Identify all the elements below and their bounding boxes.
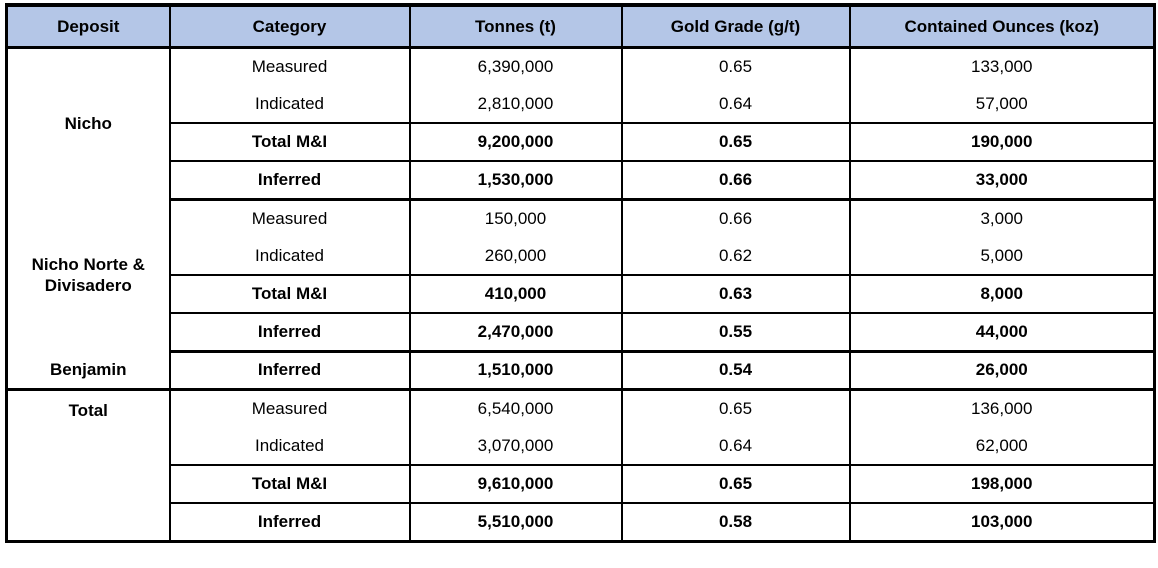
ounces-cell: 190,000: [848, 123, 1156, 162]
tonnes-cell: 6,540,000: [408, 389, 623, 427]
ounces-cell: 26,000: [848, 351, 1156, 391]
grade-cell: 0.66: [620, 199, 851, 237]
category-cell: Inferred: [168, 161, 411, 201]
column-header-contained-ounces: Contained Ounces (koz): [848, 5, 1156, 49]
category-cell: Total M&I: [168, 275, 411, 314]
tonnes-cell: 3,070,000: [408, 427, 623, 466]
column-header-tonnes: Tonnes (t): [408, 5, 623, 49]
deposit-cell-nicho-norte-divisadero: Nicho Norte & Divisadero: [5, 199, 171, 351]
table-row: Nicho Measured 6,390,000 0.65 133,000: [5, 47, 1156, 199]
grade-cell: 0.65: [620, 123, 851, 162]
grade-cell: 0.65: [620, 47, 851, 85]
grade-cell: 0.62: [620, 237, 851, 276]
column-header-deposit: Deposit: [5, 5, 171, 49]
table-row: Indicated 260,000 0.62 5,000: [7, 237, 1156, 276]
category-cell: Inferred: [168, 351, 411, 391]
table-row: Benjamin Inferred 1,510,000 0.54 26,000: [5, 351, 1156, 391]
category-cell: Measured: [168, 389, 411, 427]
category-cell: Indicated: [168, 85, 411, 124]
category-cell: Measured: [168, 47, 411, 85]
ounces-cell: 198,000: [848, 465, 1156, 504]
ounces-cell: 3,000: [848, 199, 1156, 237]
tonnes-cell: 9,610,000: [408, 465, 623, 504]
category-cell: Total M&I: [168, 465, 411, 504]
table-row: Inferred 5,510,000 0.58 103,000: [7, 503, 1156, 541]
resource-estimate-table: Deposit Category Tonnes (t) Gold Grade (…: [5, 3, 1156, 543]
ounces-cell: 136,000: [848, 389, 1156, 427]
table-row: Indicated 2,810,000 0.64 57,000: [7, 85, 1156, 124]
deposit-cell-benjamin: Benjamin: [5, 351, 171, 391]
tonnes-cell: 1,530,000: [408, 161, 623, 201]
table-row: Total M&I 410,000 0.63 8,000: [7, 275, 1156, 314]
grade-cell: 0.65: [620, 465, 851, 504]
header-row: Deposit Category Tonnes (t) Gold Grade (…: [5, 5, 1156, 49]
category-cell: Total M&I: [168, 123, 411, 162]
tonnes-cell: 1,510,000: [408, 351, 623, 391]
table-row: Total Measured 6,540,000 0.65 136,000: [5, 389, 1156, 541]
category-cell: Inferred: [168, 503, 411, 541]
column-header-category: Category: [168, 5, 411, 49]
table-row: Nicho Norte & Divisadero Measured 150,00…: [5, 199, 1156, 351]
deposit-cell-total: Total: [5, 389, 171, 541]
table-row: Indicated 3,070,000 0.64 62,000: [7, 427, 1156, 466]
ounces-cell: 8,000: [848, 275, 1156, 314]
tonnes-cell: 410,000: [408, 275, 623, 314]
tonnes-cell: 2,470,000: [408, 313, 623, 353]
tonnes-cell: 150,000: [408, 199, 623, 237]
ounces-cell: 44,000: [848, 313, 1156, 353]
category-cell: Measured: [168, 199, 411, 237]
table-row: Inferred 2,470,000 0.55 44,000: [7, 313, 1156, 353]
ounces-cell: 57,000: [848, 85, 1156, 124]
category-cell: Inferred: [168, 313, 411, 353]
grade-cell: 0.63: [620, 275, 851, 314]
tonnes-cell: 6,390,000: [408, 47, 623, 85]
grade-cell: 0.66: [620, 161, 851, 201]
grade-cell: 0.55: [620, 313, 851, 353]
tonnes-cell: 9,200,000: [408, 123, 623, 162]
column-header-gold-grade: Gold Grade (g/t): [620, 5, 851, 49]
tonnes-cell: 260,000: [408, 237, 623, 276]
ounces-cell: 5,000: [848, 237, 1156, 276]
tonnes-cell: 2,810,000: [408, 85, 623, 124]
grade-cell: 0.54: [620, 351, 851, 391]
grade-cell: 0.65: [620, 389, 851, 427]
ounces-cell: 33,000: [848, 161, 1156, 201]
table-row: Inferred 1,530,000 0.66 33,000: [7, 161, 1156, 201]
ounces-cell: 103,000: [848, 503, 1156, 541]
table-row: Total M&I 9,200,000 0.65 190,000: [7, 123, 1156, 162]
table-row: Total M&I 9,610,000 0.65 198,000: [7, 465, 1156, 504]
category-cell: Indicated: [168, 237, 411, 276]
category-cell: Indicated: [168, 427, 411, 466]
grade-cell: 0.64: [620, 85, 851, 124]
ounces-cell: 133,000: [848, 47, 1156, 85]
tonnes-cell: 5,510,000: [408, 503, 623, 541]
grade-cell: 0.58: [620, 503, 851, 541]
deposit-cell-nicho: Nicho: [5, 47, 171, 199]
grade-cell: 0.64: [620, 427, 851, 466]
ounces-cell: 62,000: [848, 427, 1156, 466]
